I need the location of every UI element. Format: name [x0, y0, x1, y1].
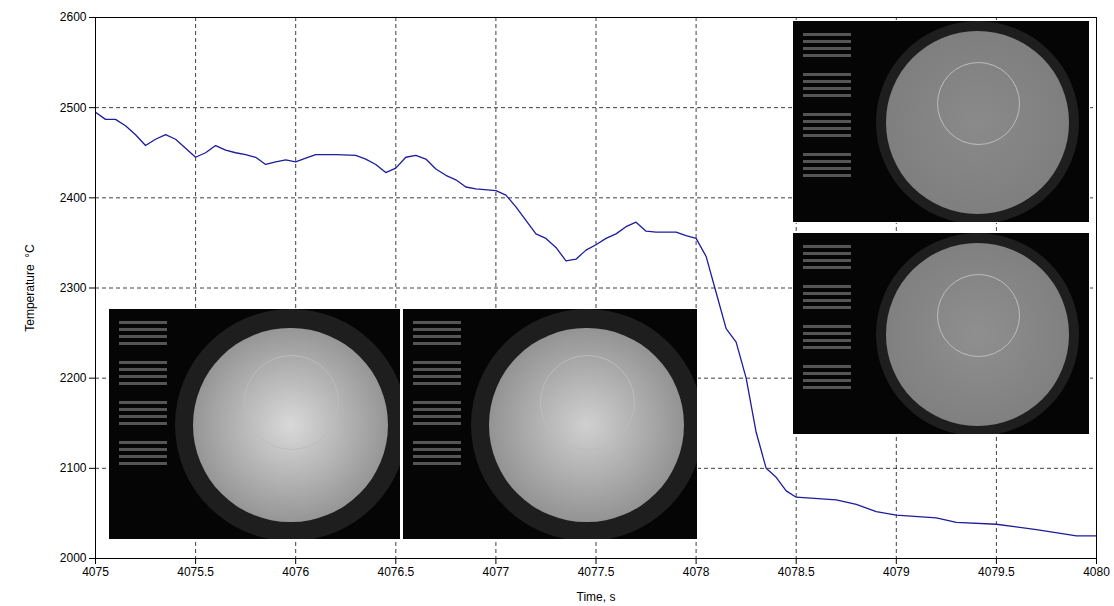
- svg-text:4076.5: 4076.5: [377, 565, 414, 579]
- svg-text:4077: 4077: [483, 565, 510, 579]
- svg-text:4080: 4080: [1083, 565, 1110, 579]
- svg-text:4079.5: 4079.5: [978, 565, 1015, 579]
- svg-text:4078.5: 4078.5: [778, 565, 815, 579]
- svg-text:2200: 2200: [60, 371, 87, 385]
- svg-text:4075: 4075: [82, 565, 109, 579]
- svg-text:Temperature °C: Temperature °C: [23, 244, 37, 332]
- svg-text:4076: 4076: [282, 565, 309, 579]
- svg-text:4078: 4078: [683, 565, 710, 579]
- svg-text:2100: 2100: [60, 461, 87, 475]
- svg-text:4075.5: 4075.5: [177, 565, 214, 579]
- svg-text:4077.5: 4077.5: [578, 565, 615, 579]
- svg-text:2300: 2300: [60, 281, 87, 295]
- svg-text:2400: 2400: [60, 191, 87, 205]
- svg-text:2600: 2600: [60, 10, 87, 24]
- svg-text:4079: 4079: [883, 565, 910, 579]
- svg-text:2000: 2000: [60, 551, 87, 565]
- svg-text:2500: 2500: [60, 101, 87, 115]
- svg-text:Time, s: Time, s: [577, 590, 616, 604]
